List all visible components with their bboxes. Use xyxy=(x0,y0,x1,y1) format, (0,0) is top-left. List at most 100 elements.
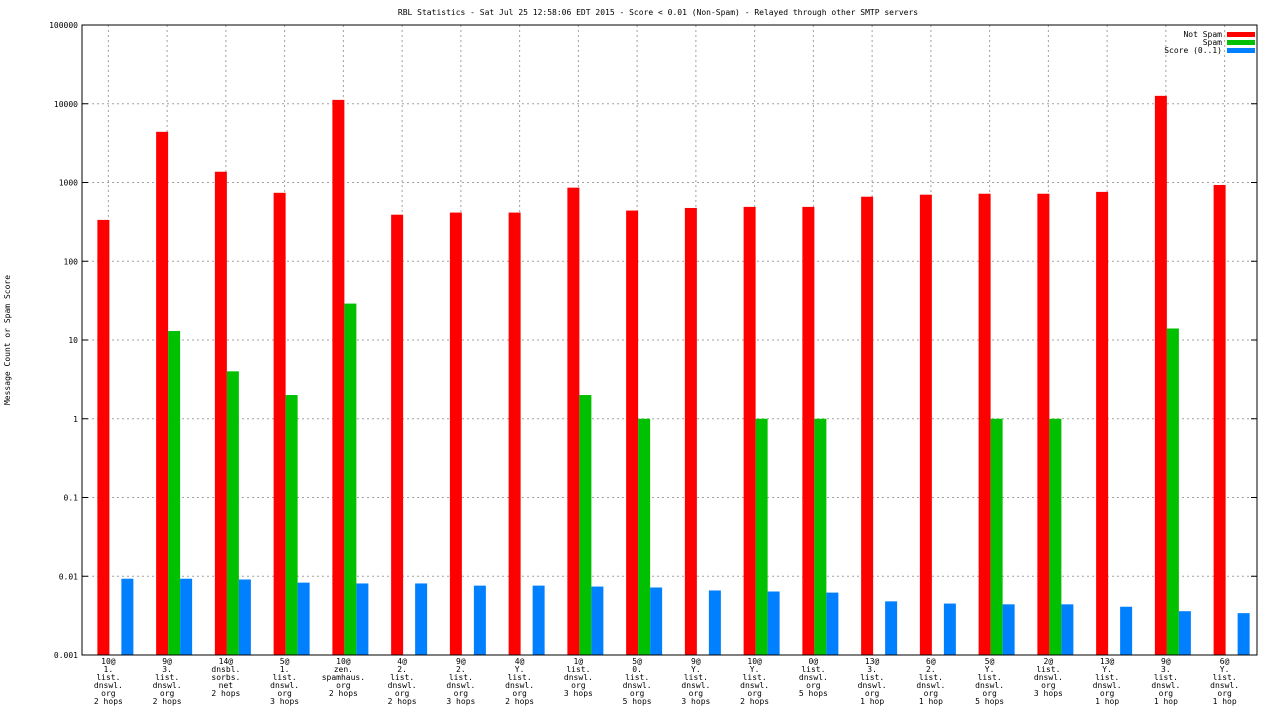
x-tick-label-line: Y. xyxy=(1102,665,1112,674)
x-tick-label-line: org xyxy=(865,689,880,698)
bar-score xyxy=(532,585,545,655)
legend-label: Score (0..1) xyxy=(1164,46,1222,55)
x-tick-label-line: list. xyxy=(1036,665,1060,674)
x-tick-label-line: org xyxy=(747,689,762,698)
x-tick-label-line: 6@ xyxy=(926,657,936,666)
y-tick-label: 10 xyxy=(68,336,78,345)
x-tick-label-line: org xyxy=(336,681,351,690)
x-tick-label: 10@ zen. spamhaus. org 2 hops xyxy=(322,657,365,698)
x-tick-label-line: 5@ xyxy=(632,657,642,666)
bar-score xyxy=(708,590,721,655)
x-tick-label-line: 10@ xyxy=(101,657,116,666)
bar-not-spam xyxy=(1096,191,1109,655)
y-tick-label: 0.01 xyxy=(59,572,78,581)
x-tick-label-line: 1 hop xyxy=(1154,697,1178,706)
bar-not-spam xyxy=(391,214,404,655)
x-tick-label: 9@ Y. list. dnswl. org 3 hops xyxy=(681,657,710,706)
x-tick-label-line: dnswl. xyxy=(153,681,182,690)
y-tick-label: 100000 xyxy=(49,21,78,30)
x-tick-label-line: 2 hops xyxy=(505,697,534,706)
bar-not-spam xyxy=(508,212,521,655)
x-tick-label-line: sorbs. xyxy=(211,673,240,682)
x-tick-label-line: list. xyxy=(801,665,825,674)
x-tick-label-line: 13@ xyxy=(865,657,880,666)
bar-not-spam xyxy=(626,210,639,655)
x-tick-label-line: org xyxy=(924,689,939,698)
bar-score xyxy=(121,578,134,655)
y-axis-label: Message Count or Spam Score xyxy=(3,275,12,405)
x-tick-label-line: 5 hops xyxy=(799,689,828,698)
x-tick-label-line: 1. xyxy=(280,665,290,674)
x-tick-label-line: spamhaus. xyxy=(322,673,365,682)
bar-score xyxy=(591,586,604,655)
x-tick-label-line: 2 hops xyxy=(153,697,182,706)
x-tick-label-line: list. xyxy=(625,673,649,682)
x-tick-label: 5@ 0. list. dnswl. org 5 hops xyxy=(623,657,652,706)
chart-title: RBL Statistics - Sat Jul 25 12:58:06 EDT… xyxy=(398,8,918,17)
x-tick-label-line: list. xyxy=(155,673,179,682)
x-tick-label-line: dnswl. xyxy=(1034,673,1063,682)
plot-frame xyxy=(81,24,1258,656)
x-tick-label-line: org xyxy=(1217,689,1232,698)
bar-spam xyxy=(226,371,239,655)
bar-score xyxy=(1061,604,1074,655)
x-tick-label-line: dnswl. xyxy=(681,681,710,690)
legend-label: Spam xyxy=(1203,38,1222,47)
x-tick-label-line: 2 hops xyxy=(740,697,769,706)
y-tick-label: 0.1 xyxy=(64,494,79,503)
x-tick-label-line: 2 hops xyxy=(211,689,240,698)
x-tick-label-line: 3 hops xyxy=(681,697,710,706)
x-tick-label-line: 9@ xyxy=(1161,657,1171,666)
legend-swatch xyxy=(1227,48,1255,53)
x-tick-label: 4@ 2. list. dnswl. org 2 hops xyxy=(388,657,417,706)
bar-score xyxy=(885,601,898,655)
bar-score xyxy=(356,583,369,655)
bar-score xyxy=(1120,606,1133,655)
x-tick-label-line: dnswl. xyxy=(740,681,769,690)
x-tick-label-line: org xyxy=(277,689,292,698)
x-tick-label-line: dnswl. xyxy=(270,681,299,690)
bar-score xyxy=(1002,604,1015,655)
bar-not-spam xyxy=(214,171,227,655)
x-tick-label-line: 0@ xyxy=(809,657,819,666)
x-tick-label-line: dnswl. xyxy=(1151,681,1180,690)
y-tick-label: 10000 xyxy=(54,100,78,109)
x-tick-label: 5@ 1. list. dnswl. org 3 hops xyxy=(270,657,299,706)
bar-not-spam xyxy=(861,196,874,655)
x-tick-label-line: Y. xyxy=(750,665,760,674)
bar-spam xyxy=(1049,418,1062,655)
x-tick-label: 13@ 3. list. dnswl. org 1 hop xyxy=(858,657,887,706)
x-tick-label-line: 5 hops xyxy=(975,697,1004,706)
bar-score xyxy=(180,578,193,655)
x-tick-label-line: org xyxy=(160,689,175,698)
x-tick-label-line: 10@ xyxy=(336,657,351,666)
x-tick-label: 13@ Y. list. dnswl. org 1 hop xyxy=(1093,657,1122,706)
bar-score xyxy=(1178,611,1191,655)
bar-not-spam xyxy=(156,131,169,655)
bar-score xyxy=(826,592,839,655)
y-tick-label: 100 xyxy=(64,257,79,266)
x-tick-label-line: org xyxy=(571,681,586,690)
bar-not-spam xyxy=(449,212,462,655)
bar-not-spam xyxy=(919,194,932,655)
x-tick-label-line: dnswl. xyxy=(916,681,945,690)
x-tick-label-line: 1 hop xyxy=(919,697,943,706)
bar-not-spam xyxy=(1037,193,1050,656)
x-tick-label-line: org xyxy=(630,689,645,698)
bar-not-spam xyxy=(273,192,286,655)
x-tick-label-line: dnsbl. xyxy=(211,665,240,674)
x-tick-label: 5@ Y. list. dnswl. org 5 hops xyxy=(975,657,1004,706)
x-tick-label-line: dnswl. xyxy=(1210,681,1239,690)
x-tick-label-line: org xyxy=(395,689,410,698)
x-tick-label-line: dnswl. xyxy=(446,681,475,690)
x-tick-label-line: org xyxy=(101,689,116,698)
legend-swatch xyxy=(1227,40,1255,45)
x-tick-label-line: dnswl. xyxy=(94,681,123,690)
x-tick-label-line: 5@ xyxy=(985,657,995,666)
x-tick-label-line: 1@ xyxy=(574,657,584,666)
x-tick-label-line: 9@ xyxy=(162,657,172,666)
x-tick-label-line: 2. xyxy=(926,665,936,674)
x-tick-label-line: org xyxy=(806,681,821,690)
x-tick-label-line: dnswl. xyxy=(858,681,887,690)
x-tick-label: 4@ Y. list. dnswl. org 2 hops xyxy=(505,657,534,706)
